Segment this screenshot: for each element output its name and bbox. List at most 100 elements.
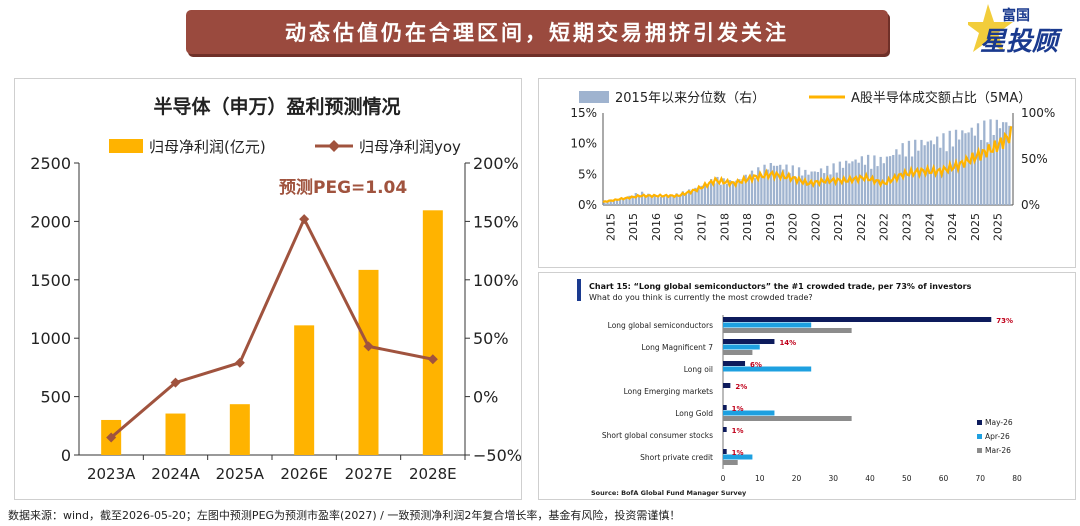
crowded-bar xyxy=(723,416,852,421)
percentile-bar xyxy=(634,193,637,205)
x-tick-label: 2026E xyxy=(280,465,328,483)
x-tick-label: 2018 xyxy=(741,213,754,241)
percentile-bar xyxy=(980,139,983,205)
chart3-axes: 0 10 20 30 40 50 60 70 80 Long global semiconduct… xyxy=(602,315,1022,483)
crowded-trade-chart: Chart 15: “Long global semiconductors” t… xyxy=(577,279,1022,497)
percentile-bar xyxy=(857,162,860,205)
profit-bar xyxy=(294,325,315,455)
percentile-bar xyxy=(625,197,628,205)
crowded-bar xyxy=(723,350,753,355)
y-tick-label-left: 1000 xyxy=(30,329,71,348)
percentile-bar xyxy=(860,156,864,205)
percentile-bar xyxy=(728,180,732,205)
legend-swatch xyxy=(977,434,982,439)
percentile-bar xyxy=(703,183,707,205)
crowded-bar xyxy=(723,322,812,328)
x-tick-label: 2015 xyxy=(604,213,617,241)
percentile-bar xyxy=(779,164,782,205)
percentile-bar xyxy=(678,195,681,205)
percentile-bar xyxy=(845,160,848,205)
percentile-bar xyxy=(747,178,750,205)
legend-swatch xyxy=(977,420,982,425)
x-tick-label: 2023A xyxy=(87,465,136,483)
chart3-subtitle: What do you think is currently the most … xyxy=(589,293,813,302)
percentile-bar xyxy=(697,187,700,205)
y-tick-label-right: 100% xyxy=(1021,106,1055,120)
percentile-bar xyxy=(760,174,763,205)
y-tick-label-right: 50% xyxy=(473,329,509,348)
percentile-bar xyxy=(791,165,794,205)
chart3-legend: May-26 Apr-26 Mar-26 xyxy=(977,418,1013,455)
brand-logo: 富国 星投顾 xyxy=(968,4,1063,57)
crowded-bar xyxy=(723,361,746,366)
x-tick-label: 2020 xyxy=(809,213,822,241)
percentile-bar xyxy=(691,190,694,205)
legend-label: May-26 xyxy=(985,418,1013,427)
percentile-bar xyxy=(967,132,970,205)
y-tick-label-right: 0% xyxy=(473,388,498,407)
percentile-bar xyxy=(992,134,995,205)
chart3-source: Source: BofA Global Fund Manager Survey xyxy=(591,489,747,497)
title-banner: 动态估值仍在合理区间，短期交易拥挤引发关注 xyxy=(186,10,888,54)
turnover-chart-panel: 2015年以来分位数（右） A股半导体成交额占比（5MA） 0% 5% 10% 15%… xyxy=(538,78,1076,268)
percentile-bar xyxy=(769,163,772,205)
percentile-bar xyxy=(998,128,1002,205)
percentile-bar xyxy=(672,196,675,205)
percentile-bar xyxy=(826,165,829,205)
percentile-bar xyxy=(757,167,760,205)
percentile-bar xyxy=(848,163,851,205)
data-label: 2% xyxy=(735,383,747,391)
percentile-bar xyxy=(731,183,735,205)
share-line-path xyxy=(602,126,1013,203)
percentile-bar xyxy=(603,202,606,205)
crowded-bar xyxy=(723,344,760,350)
crowded-bar xyxy=(723,366,812,372)
y-tick-label-left: 2500 xyxy=(30,154,71,173)
x-tick-label: 2022 xyxy=(878,213,891,241)
x-tick-label: 2022 xyxy=(855,213,868,241)
crowded-bar xyxy=(723,383,731,388)
percentile-bar xyxy=(684,193,688,205)
x-tick-label: 2025A xyxy=(216,465,265,483)
percentile-bar xyxy=(901,143,904,205)
percentile-bar xyxy=(807,174,810,205)
percentile-bar xyxy=(973,135,977,205)
x-tick-label: 2025 xyxy=(992,213,1005,241)
percentile-bar xyxy=(995,119,999,205)
percentile-bar xyxy=(725,183,729,205)
percentile-bar xyxy=(932,144,936,205)
percentile-bar xyxy=(647,193,650,205)
y-tick-label-left: 5% xyxy=(578,167,597,181)
x-tick-label: 2020 xyxy=(787,213,800,241)
percentile-bar xyxy=(951,146,955,205)
profit-bar xyxy=(229,404,250,455)
percentile-bar xyxy=(904,156,907,205)
crowded-bar xyxy=(723,339,775,344)
percentile-bar xyxy=(688,189,691,205)
percentile-bar xyxy=(659,197,663,205)
percentile-bar xyxy=(719,184,722,205)
percentile-bar xyxy=(863,164,867,205)
legend-line-marker xyxy=(328,140,340,152)
percentile-bar xyxy=(838,161,842,205)
data-label: 14% xyxy=(779,339,796,347)
percentile-bar xyxy=(716,176,719,205)
percentile-bar xyxy=(823,173,826,205)
x-tick-label: 2024 xyxy=(946,213,959,241)
legend-bar-swatch xyxy=(109,139,143,153)
percentile-bar xyxy=(829,174,832,205)
percentile-bar xyxy=(1008,125,1011,205)
x-tick-label: 10 xyxy=(755,474,765,483)
x-tick-label: 30 xyxy=(828,474,838,483)
x-tick-label: 40 xyxy=(865,474,875,483)
percentile-bar xyxy=(989,119,992,205)
x-tick-label: 2018 xyxy=(718,213,731,241)
percentile-bar xyxy=(637,194,641,205)
percentile-bar xyxy=(954,129,958,205)
y-tick-label-right: 50% xyxy=(1021,152,1048,166)
percentile-bar xyxy=(801,175,804,205)
x-tick-label: 2023 xyxy=(901,213,914,241)
crowded-bar xyxy=(723,328,852,333)
percentile-bar xyxy=(628,195,631,205)
percentile-bar xyxy=(713,183,716,205)
